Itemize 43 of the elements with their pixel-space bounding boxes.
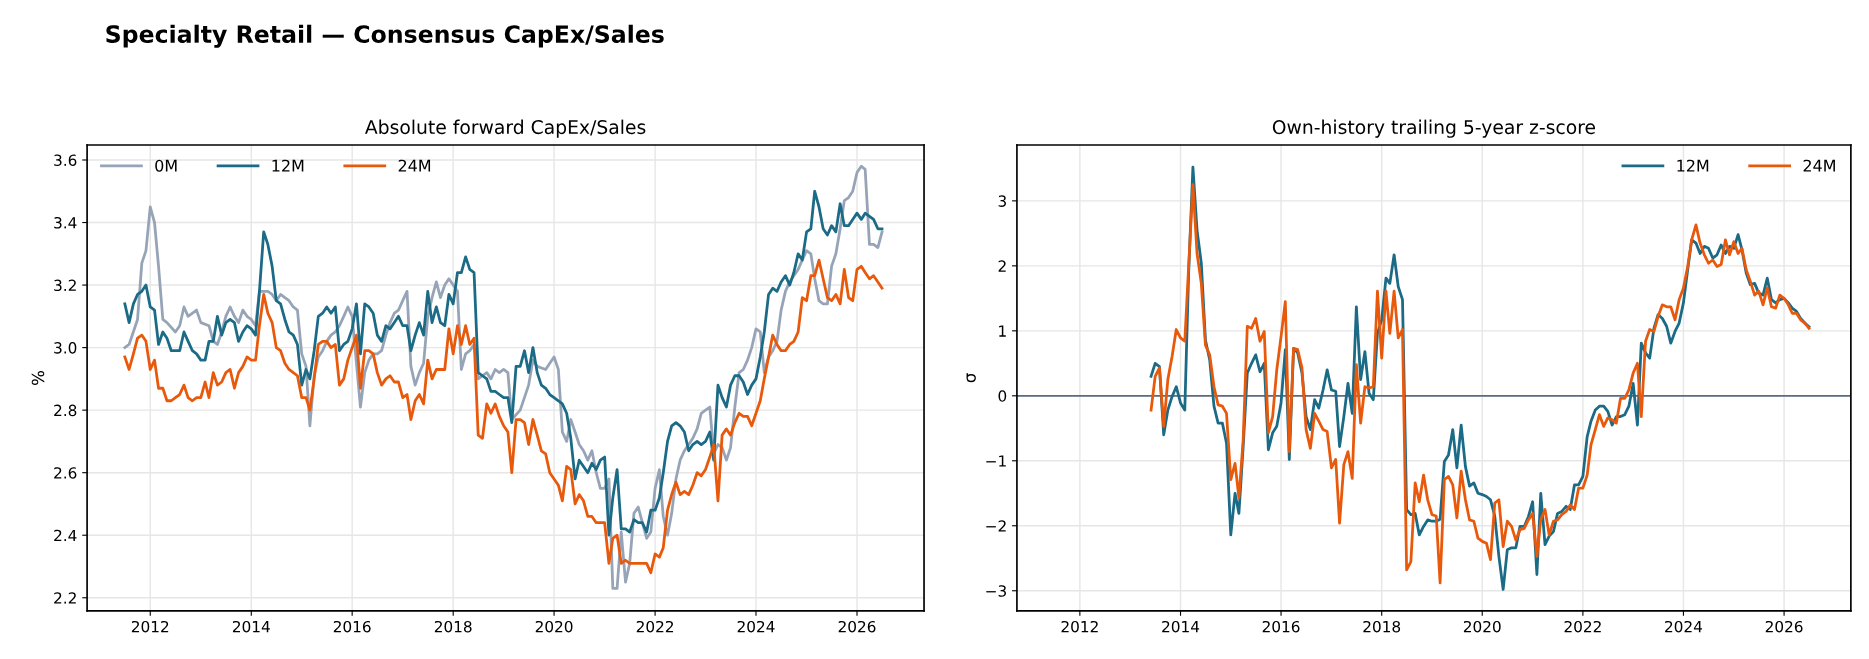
y-tick-label: 3.6 [54, 154, 77, 167]
x-tick-label: 2012 [1061, 620, 1098, 633]
x-tick-label: 2014 [1162, 620, 1200, 633]
x-tick-label: 2024 [1665, 620, 1702, 633]
y-tick-label: 2.4 [54, 529, 77, 542]
x-tick-label: 2018 [1363, 620, 1401, 633]
line-series [123, 189, 884, 537]
y-tick-label: −1 [986, 455, 1006, 467]
y-tick-label: 3.0 [54, 342, 77, 354]
y-axis-title: % [31, 370, 45, 385]
x-tick-label: 2026 [1765, 620, 1803, 633]
x-tick-label: 2022 [1564, 620, 1601, 633]
y-tick-label: 2 [998, 260, 1006, 272]
y-tick-label: −3 [986, 585, 1006, 597]
legend-label: 24M [1803, 159, 1835, 172]
chart-title: Absolute forward CapEx/Sales [365, 119, 646, 138]
y-tick-label: 3 [998, 195, 1006, 207]
line-series [123, 258, 884, 575]
text: Specialty Retail — Consensus CapEx/Sales [106, 24, 664, 48]
legend-label: 24M [398, 159, 431, 172]
x-tick-label: 2024 [737, 620, 775, 633]
legend-label: 12M [1677, 159, 1709, 172]
chart-title: Own-history trailing 5-year z-score [1272, 119, 1596, 138]
x-tick-label: 2018 [434, 620, 472, 633]
y-tick-label: 3.4 [54, 216, 77, 229]
x-tick-label: 2020 [1463, 620, 1501, 633]
x-tick-label: 2012 [131, 620, 169, 633]
legend-label: 12M [272, 159, 304, 172]
x-tick-label: 2026 [838, 620, 876, 633]
legend-label: 0M [155, 159, 177, 172]
x-tick-label: 2020 [535, 620, 573, 633]
y-tick-label: 3.2 [54, 279, 76, 292]
y-axis-title: σ [966, 373, 976, 383]
x-tick-label: 2022 [636, 620, 674, 633]
x-tick-label: 2016 [333, 620, 371, 633]
x-tick-label: 2016 [1262, 620, 1300, 633]
y-tick-label: 1 [999, 325, 1006, 337]
y-tick-label: 0 [998, 390, 1007, 402]
y-tick-label: 2.2 [54, 592, 76, 604]
y-tick-label: −2 [986, 520, 1006, 532]
y-tick-label: 2.6 [54, 467, 77, 479]
y-tick-label: 2.8 [54, 404, 77, 417]
x-tick-label: 2014 [232, 620, 270, 633]
